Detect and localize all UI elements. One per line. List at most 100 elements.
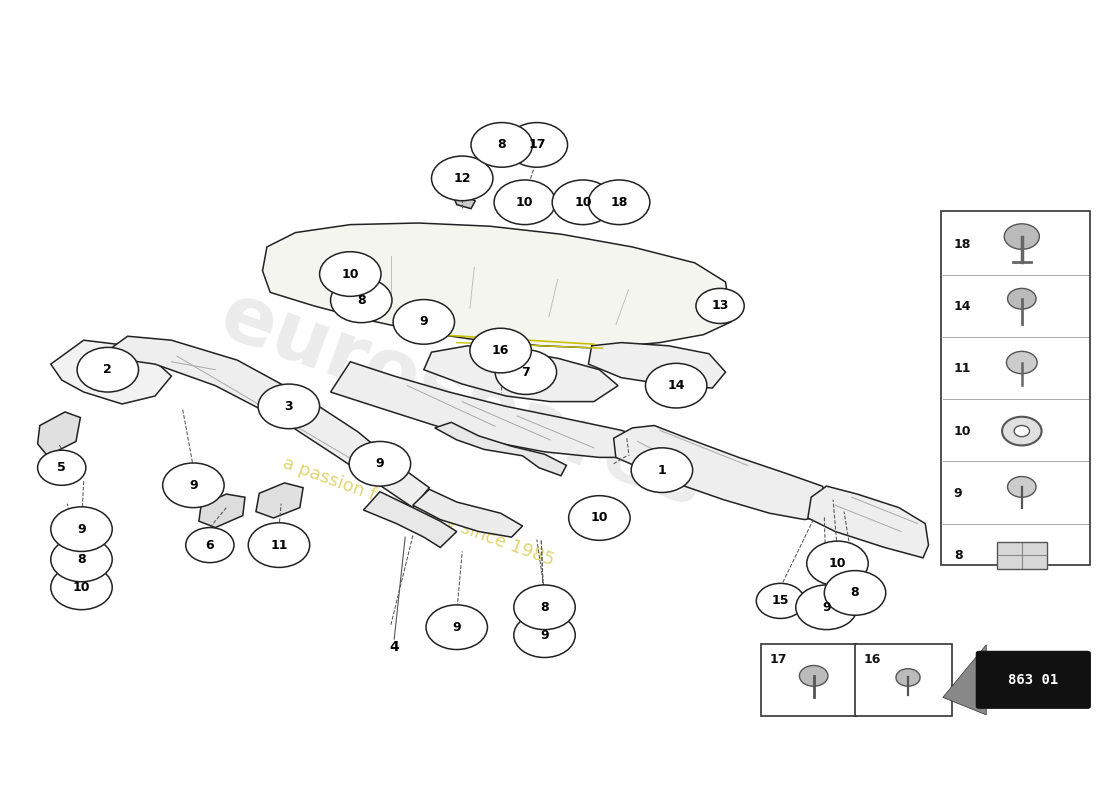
Circle shape [163, 463, 224, 508]
Circle shape [320, 252, 381, 296]
Text: 16: 16 [864, 653, 881, 666]
Text: 16: 16 [492, 344, 509, 357]
Circle shape [258, 384, 320, 429]
Text: 8: 8 [850, 586, 859, 599]
Circle shape [806, 541, 868, 586]
Polygon shape [331, 362, 660, 458]
Text: 7: 7 [521, 366, 530, 378]
Circle shape [800, 666, 828, 686]
Polygon shape [588, 342, 726, 388]
Circle shape [1002, 417, 1042, 446]
Circle shape [514, 613, 575, 658]
Text: 17: 17 [769, 653, 786, 666]
Text: 8: 8 [358, 294, 365, 307]
Circle shape [494, 180, 556, 225]
Polygon shape [424, 346, 618, 402]
Circle shape [186, 527, 234, 562]
FancyBboxPatch shape [997, 542, 1047, 569]
Circle shape [431, 156, 493, 201]
Circle shape [757, 583, 804, 618]
Circle shape [1008, 288, 1036, 309]
Text: 14: 14 [668, 379, 685, 392]
Text: 6: 6 [206, 538, 214, 551]
Text: 9: 9 [77, 522, 86, 536]
Text: eurospares: eurospares [209, 276, 715, 524]
Polygon shape [702, 299, 724, 312]
Circle shape [1004, 224, 1040, 250]
Text: 18: 18 [954, 238, 971, 251]
Circle shape [1014, 426, 1030, 437]
Circle shape [51, 507, 112, 551]
Text: a passion for quality since 1985: a passion for quality since 1985 [280, 454, 557, 570]
Text: 9: 9 [375, 458, 384, 470]
Text: 5: 5 [57, 462, 66, 474]
Text: 1: 1 [658, 464, 667, 477]
Polygon shape [363, 492, 456, 547]
FancyBboxPatch shape [976, 650, 1091, 709]
Circle shape [1006, 351, 1037, 374]
Text: 10: 10 [342, 267, 359, 281]
Circle shape [795, 585, 857, 630]
Circle shape [896, 669, 920, 686]
Text: 9: 9 [189, 479, 198, 492]
Text: 8: 8 [497, 138, 506, 151]
Circle shape [646, 363, 707, 408]
Circle shape [1008, 477, 1036, 498]
Text: 10: 10 [516, 196, 534, 209]
Text: 863 01: 863 01 [1009, 673, 1058, 687]
Text: 9: 9 [822, 601, 830, 614]
Text: 10: 10 [591, 511, 608, 525]
Text: 11: 11 [954, 362, 971, 375]
Polygon shape [434, 422, 566, 476]
Circle shape [471, 122, 532, 167]
Text: 12: 12 [453, 172, 471, 185]
Text: 8: 8 [954, 549, 962, 562]
Polygon shape [199, 494, 245, 527]
FancyBboxPatch shape [761, 644, 857, 716]
Text: 9: 9 [452, 621, 461, 634]
Circle shape [37, 450, 86, 486]
Polygon shape [943, 645, 1088, 715]
Text: 8: 8 [77, 553, 86, 566]
Circle shape [77, 347, 139, 392]
Polygon shape [614, 426, 833, 519]
Text: 9: 9 [540, 629, 549, 642]
Circle shape [426, 605, 487, 650]
Polygon shape [51, 340, 172, 404]
Circle shape [51, 565, 112, 610]
Circle shape [569, 496, 630, 540]
Circle shape [331, 278, 392, 322]
Circle shape [349, 442, 410, 486]
FancyBboxPatch shape [940, 211, 1090, 565]
Text: 2: 2 [103, 363, 112, 376]
Circle shape [588, 180, 650, 225]
Text: 17: 17 [528, 138, 546, 151]
Circle shape [514, 585, 575, 630]
Circle shape [51, 537, 112, 582]
Circle shape [495, 350, 557, 394]
Text: 9: 9 [419, 315, 428, 328]
Text: 10: 10 [828, 557, 846, 570]
Polygon shape [454, 196, 475, 209]
Text: 9: 9 [954, 486, 962, 500]
Circle shape [249, 522, 310, 567]
Circle shape [552, 180, 614, 225]
Polygon shape [100, 336, 429, 508]
Text: 10: 10 [954, 425, 971, 438]
FancyBboxPatch shape [855, 644, 952, 716]
Text: 15: 15 [772, 594, 789, 607]
Polygon shape [412, 490, 522, 537]
Polygon shape [37, 412, 80, 456]
Text: 3: 3 [285, 400, 294, 413]
Circle shape [696, 288, 745, 323]
Circle shape [631, 448, 693, 493]
Circle shape [506, 122, 568, 167]
Polygon shape [256, 483, 304, 518]
Circle shape [824, 570, 886, 615]
Text: 4: 4 [389, 640, 399, 654]
Polygon shape [263, 223, 732, 348]
Circle shape [470, 328, 531, 373]
Text: 8: 8 [540, 601, 549, 614]
Text: 10: 10 [574, 196, 592, 209]
Polygon shape [807, 486, 928, 558]
